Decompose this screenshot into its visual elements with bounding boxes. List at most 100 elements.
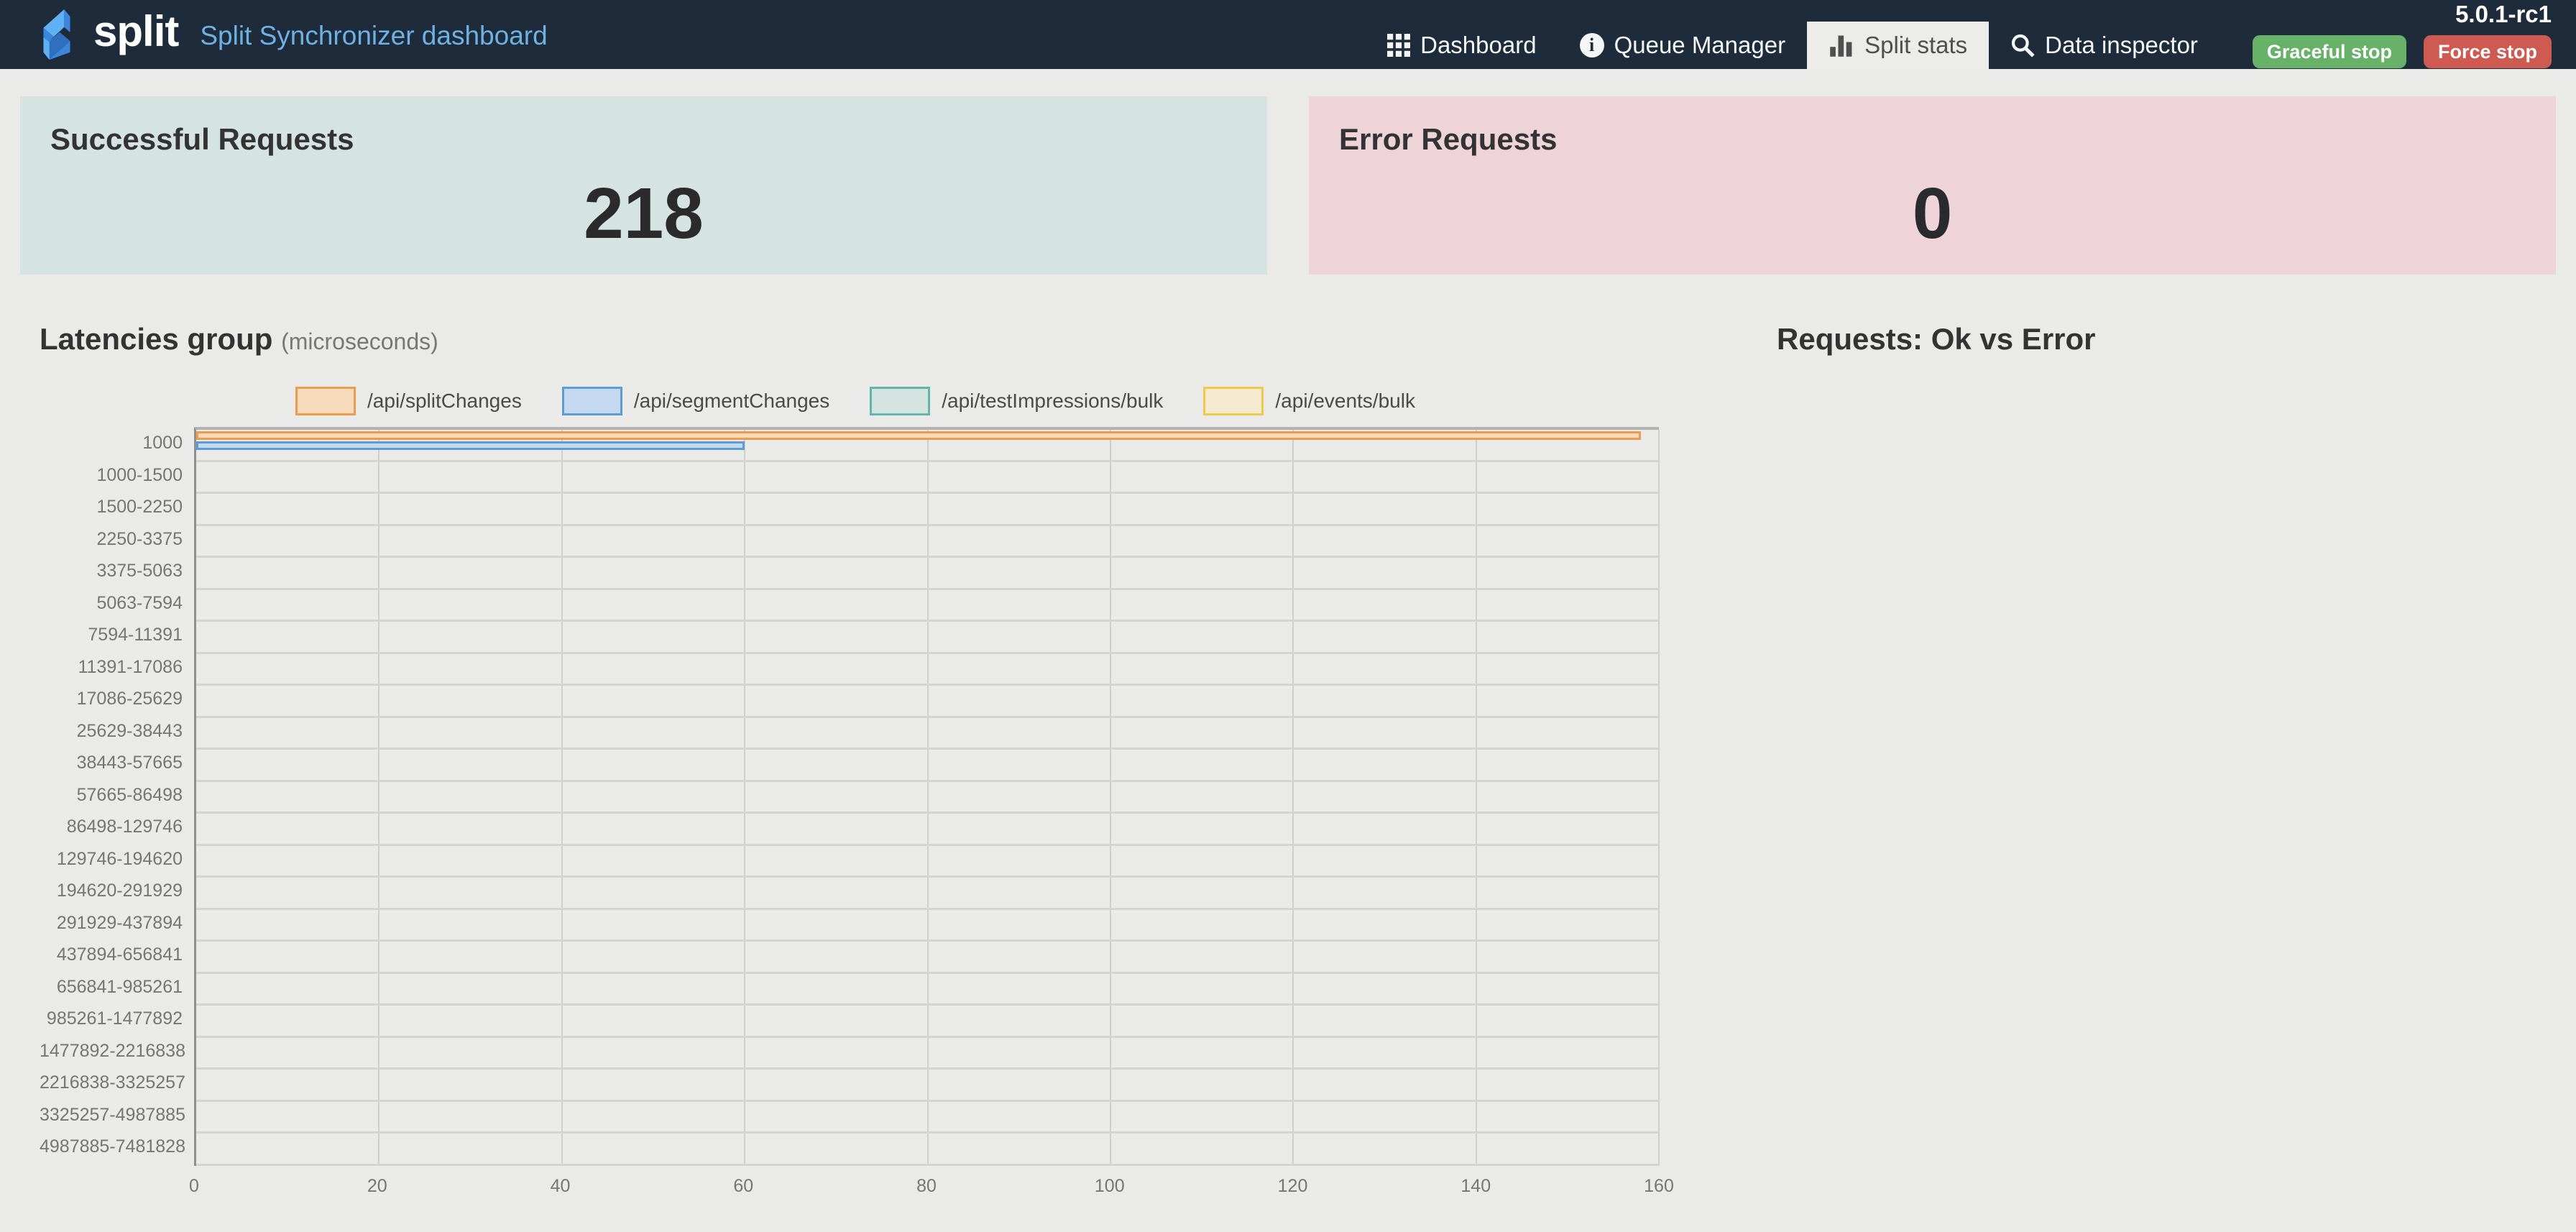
gridline [1475,430,1477,1166]
y-tick-label: 1500-2250 [96,497,183,517]
latencies-subtitle: (microseconds) [281,328,438,354]
nav-item-split-stats[interactable]: Split stats [1807,22,1990,69]
legend-item[interactable]: /api/testImpressions/bulk [870,387,1163,415]
chart-row [196,462,1659,494]
card-title: Error Requests [1339,122,1558,156]
chart-row [196,1038,1659,1070]
chart-row [196,878,1659,910]
legend-label: /api/testImpressions/bulk [942,390,1164,412]
latency-chart: 1000 1000-1500 1500-2250 2250-3375 3375-5063… [40,427,1711,1166]
chart-row [196,1070,1659,1102]
y-tick-label: 2216838-3325257 [40,1072,185,1093]
gridline [378,430,380,1166]
y-tick-label: 129746-194620 [56,848,183,869]
y-tick-label: 437894-656841 [56,944,183,965]
legend-swatch [1203,387,1264,415]
error-requests-card: Error Requests 0 [1309,96,2556,275]
latencies-title: Latencies group (microseconds) [40,322,1711,357]
x-tick-label: 80 [916,1175,937,1196]
brand-name: split [93,7,179,55]
y-tick-label: 656841-985261 [56,976,183,997]
latencies-title-text: Latencies group [40,322,273,356]
chart-row [196,814,1659,846]
y-tick-label: 86498-129746 [66,817,183,837]
chart-row [196,846,1659,878]
legend-item[interactable]: /api/segmentChanges [561,387,830,415]
bar--api-segmentChanges [196,441,745,450]
legend-swatch [295,387,356,415]
gridline [561,430,563,1166]
y-tick-label: 25629-38443 [76,720,183,741]
y-tick-label: 38443-57665 [76,753,183,773]
bar-chart-icon [1828,32,1854,58]
y-tick-label: 11391-17086 [78,656,183,677]
y-tick-label: 194620-291929 [56,881,183,901]
nav-item-label: Split stats [1864,32,1968,58]
gridline [1292,430,1294,1166]
chart-row [196,622,1659,654]
chart-row [196,750,1659,782]
chart-row [196,654,1659,686]
y-tick-label: 3375-5063 [96,561,183,581]
navbar-right: 5.0.1-rc1 Graceful stop Force stop [2252,1,2552,68]
nav-item-label: Queue Manager [1614,32,1786,58]
y-axis-labels: 1000 1000-1500 1500-2250 2250-3375 3375-5063… [40,427,194,1166]
chart-row [196,974,1659,1006]
chart-row [196,1134,1659,1166]
y-tick-label: 3325257-4987885 [40,1104,185,1125]
legend-label: /api/segmentChanges [633,390,830,412]
brand[interactable]: split [33,3,179,66]
summary-cards: Successful Requests 218 Error Requests 0 [0,96,2576,275]
gridline [1109,430,1111,1166]
version-label: 5.0.1-rc1 [2455,1,2552,27]
y-tick-label: 17086-25629 [76,689,183,709]
legend-item[interactable]: /api/events/bulk [1203,387,1415,415]
nav-item-data-inspector[interactable]: Data inspector [1989,22,2220,69]
chart-row [196,494,1659,526]
gridline [926,430,929,1166]
latencies-section: Latencies group (microseconds) /api/spli… [0,322,1711,1199]
info-icon: i [1579,33,1604,58]
x-tick-label: 160 [1644,1175,1674,1196]
card-title: Successful Requests [50,122,354,156]
x-tick-label: 100 [1094,1175,1125,1196]
legend-label: /api/splitChanges [367,390,522,412]
y-tick-label: 7594-11391 [88,625,183,645]
gridline [1658,430,1660,1166]
y-tick-label: 291929-437894 [56,912,183,933]
bar--api-splitChanges [196,431,1641,440]
grid-icon [1387,34,1411,57]
chart-row [196,1006,1659,1038]
gridline [744,430,746,1166]
search-icon [2010,33,2035,58]
x-tick-label: 60 [733,1175,754,1196]
graceful-stop-button[interactable]: Graceful stop [2252,35,2406,68]
chart-row [196,1102,1659,1134]
y-tick-label: 2250-3375 [96,528,183,549]
chart-row [196,686,1659,718]
nav-item-queue-manager[interactable]: i Queue Manager [1558,22,1808,69]
main-content: Latencies group (microseconds) /api/spli… [0,322,2576,1199]
nav-item-dashboard[interactable]: Dashboard [1366,22,1558,69]
x-tick-label: 140 [1460,1175,1491,1196]
force-stop-button[interactable]: Force stop [2423,35,2552,68]
successful-requests-card: Successful Requests 218 [20,96,1267,275]
y-tick-label: 4987885-7481828 [40,1136,185,1157]
legend-swatch [870,387,931,415]
chart-row [196,590,1659,622]
x-tick-label: 20 [367,1175,387,1196]
nav-links: Dashboard i Queue Manager Split stats [1366,22,2220,69]
y-tick-label: 985261-1477892 [46,1008,183,1029]
y-tick-label: 1000 [142,433,183,453]
nav-item-label: Data inspector [2045,32,2198,58]
x-tick-label: 40 [550,1175,571,1196]
requests-title: Requests: Ok vs Error [1777,322,2096,356]
split-logo-icon [43,9,70,60]
legend-item[interactable]: /api/splitChanges [295,387,522,415]
page-title: Split Synchronizer dashboard [200,21,548,50]
error-requests-value: 0 [1912,173,1953,254]
nav-item-label: Dashboard [1420,32,1537,58]
successful-requests-value: 218 [584,173,704,254]
chart-row [196,558,1659,590]
y-tick-label: 57665-86498 [76,784,183,805]
